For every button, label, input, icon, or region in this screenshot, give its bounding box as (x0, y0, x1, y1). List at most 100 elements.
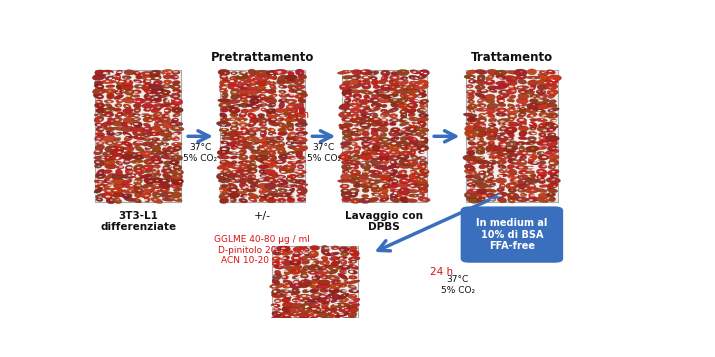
Ellipse shape (347, 344, 358, 350)
Ellipse shape (169, 122, 183, 126)
Ellipse shape (529, 87, 533, 89)
Ellipse shape (522, 180, 526, 181)
Ellipse shape (262, 123, 266, 125)
Ellipse shape (133, 180, 137, 182)
Ellipse shape (340, 321, 348, 325)
Ellipse shape (175, 139, 179, 140)
Ellipse shape (546, 140, 558, 147)
Ellipse shape (417, 117, 428, 122)
Ellipse shape (172, 98, 174, 100)
Ellipse shape (289, 89, 296, 93)
Ellipse shape (176, 115, 178, 116)
Ellipse shape (307, 265, 320, 271)
Ellipse shape (383, 181, 386, 182)
Ellipse shape (330, 260, 340, 266)
Ellipse shape (133, 95, 140, 97)
Ellipse shape (465, 175, 474, 178)
Ellipse shape (531, 97, 534, 99)
Ellipse shape (228, 183, 237, 188)
Ellipse shape (538, 122, 548, 128)
Ellipse shape (287, 188, 295, 195)
Ellipse shape (122, 79, 133, 86)
Ellipse shape (101, 80, 116, 84)
Ellipse shape (341, 261, 345, 262)
Ellipse shape (112, 192, 124, 197)
Ellipse shape (342, 75, 353, 79)
Ellipse shape (124, 70, 134, 75)
Ellipse shape (222, 92, 228, 99)
Ellipse shape (494, 173, 498, 174)
Bar (466, 70, 558, 202)
Ellipse shape (95, 150, 100, 152)
Ellipse shape (301, 160, 305, 162)
Ellipse shape (366, 181, 369, 182)
Ellipse shape (330, 283, 342, 289)
Ellipse shape (553, 120, 557, 122)
Ellipse shape (274, 139, 277, 140)
Ellipse shape (317, 269, 329, 275)
Ellipse shape (528, 166, 534, 169)
Ellipse shape (341, 85, 345, 87)
Ellipse shape (270, 133, 272, 134)
Ellipse shape (156, 176, 159, 177)
Ellipse shape (556, 148, 558, 149)
Ellipse shape (179, 181, 182, 182)
Ellipse shape (265, 95, 270, 96)
Ellipse shape (174, 198, 178, 200)
Ellipse shape (172, 198, 182, 202)
Ellipse shape (219, 187, 227, 193)
Ellipse shape (319, 280, 330, 285)
Ellipse shape (402, 100, 405, 101)
Ellipse shape (403, 134, 406, 136)
Ellipse shape (536, 118, 548, 122)
Ellipse shape (420, 157, 425, 159)
Ellipse shape (347, 321, 362, 326)
Ellipse shape (366, 143, 370, 144)
Ellipse shape (410, 154, 419, 160)
Ellipse shape (99, 128, 104, 130)
Ellipse shape (293, 181, 295, 182)
Ellipse shape (353, 183, 361, 188)
Ellipse shape (321, 302, 329, 308)
Ellipse shape (350, 306, 358, 312)
Ellipse shape (503, 144, 506, 146)
Ellipse shape (272, 261, 280, 266)
Ellipse shape (365, 199, 369, 201)
Ellipse shape (497, 136, 508, 141)
Ellipse shape (125, 195, 127, 196)
Ellipse shape (320, 288, 328, 292)
Ellipse shape (335, 303, 350, 309)
Ellipse shape (114, 74, 121, 81)
Ellipse shape (335, 260, 338, 261)
Ellipse shape (107, 126, 109, 127)
Ellipse shape (485, 131, 498, 137)
Ellipse shape (395, 139, 397, 140)
Ellipse shape (287, 132, 296, 137)
Ellipse shape (267, 89, 276, 94)
Ellipse shape (350, 271, 354, 273)
Ellipse shape (537, 127, 551, 132)
Ellipse shape (143, 80, 151, 84)
Ellipse shape (292, 251, 303, 256)
Ellipse shape (241, 71, 246, 73)
Ellipse shape (528, 152, 533, 154)
Ellipse shape (477, 135, 484, 141)
Ellipse shape (124, 136, 132, 141)
Ellipse shape (290, 293, 301, 298)
Ellipse shape (231, 121, 238, 127)
Ellipse shape (537, 79, 550, 85)
Ellipse shape (380, 159, 390, 164)
Ellipse shape (240, 178, 247, 183)
Ellipse shape (416, 75, 427, 79)
Ellipse shape (222, 148, 227, 150)
Ellipse shape (248, 193, 259, 198)
Ellipse shape (420, 136, 428, 143)
Ellipse shape (377, 142, 390, 146)
Ellipse shape (531, 77, 535, 79)
Ellipse shape (241, 120, 244, 121)
Ellipse shape (531, 139, 534, 140)
Ellipse shape (156, 83, 158, 84)
Ellipse shape (175, 127, 179, 129)
Ellipse shape (104, 145, 117, 152)
Ellipse shape (421, 72, 423, 73)
